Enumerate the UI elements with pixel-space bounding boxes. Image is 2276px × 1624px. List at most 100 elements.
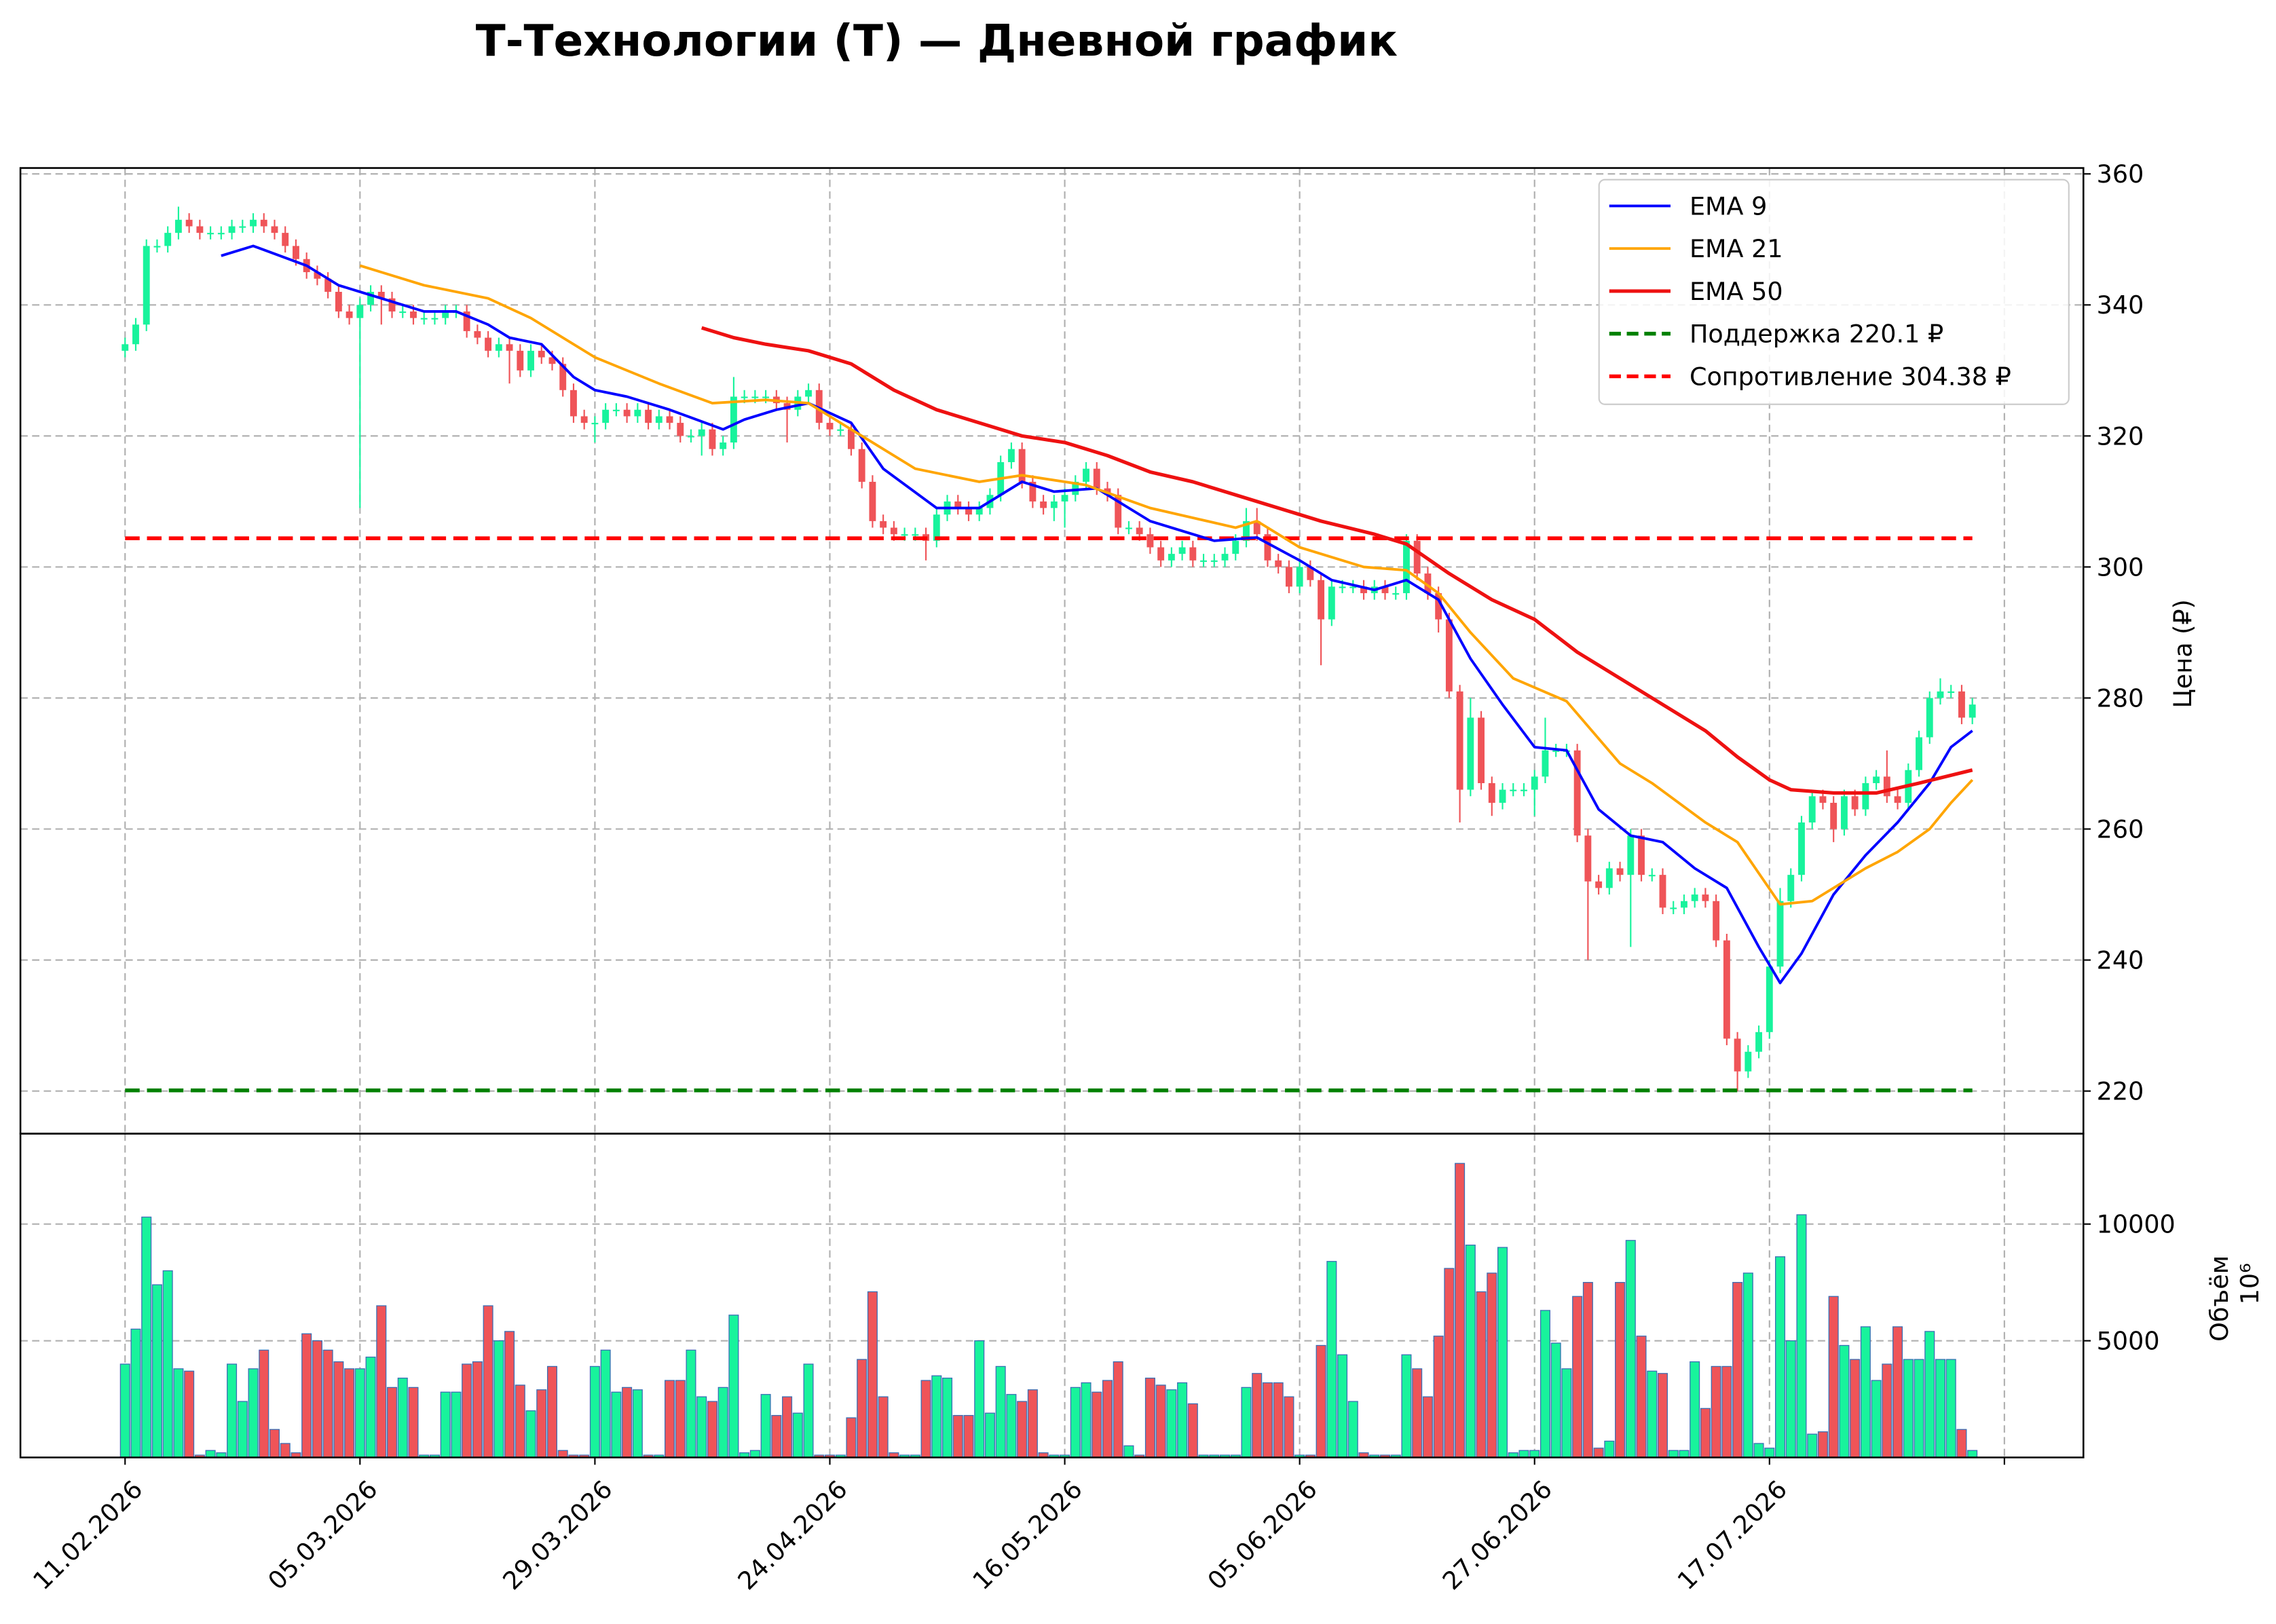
candle-body — [548, 357, 556, 364]
volume-bar — [1850, 1359, 1861, 1458]
candle-body — [880, 521, 887, 528]
candle-body — [1243, 521, 1250, 541]
volume-bar — [1732, 1282, 1743, 1458]
candle-body — [1318, 580, 1325, 620]
y-tick-label: 360 — [2097, 159, 2144, 189]
candle-body — [709, 429, 716, 449]
candle-body — [837, 429, 844, 431]
x-tick-label: 05.06.2026 — [1202, 1475, 1323, 1595]
candle-body — [314, 272, 321, 279]
candle-body — [1573, 750, 1581, 836]
candle-body — [1488, 782, 1495, 803]
volume-bar — [1828, 1296, 1839, 1458]
x-tick-label: 24.04.2026 — [732, 1475, 853, 1595]
chart-title: Т-Технологии (T) — Дневной график — [476, 16, 1398, 67]
candle-body — [388, 298, 396, 311]
candle-body — [196, 226, 204, 233]
candle-body — [933, 514, 940, 541]
volume-bar — [1518, 1450, 1529, 1458]
volume-bar — [1316, 1344, 1326, 1458]
volume-bar — [1155, 1384, 1166, 1458]
candle-body — [1200, 560, 1208, 562]
legend-label: EMA 9 — [1690, 191, 1767, 221]
volume-bar — [1401, 1354, 1412, 1458]
candle-body — [1862, 782, 1869, 810]
candle-body — [1456, 691, 1463, 790]
volume-bar — [1144, 1378, 1155, 1458]
candle-body — [506, 344, 513, 351]
candle-body — [655, 416, 663, 423]
candle-body — [645, 409, 652, 423]
candle-body — [431, 318, 439, 320]
candle-body — [912, 534, 919, 536]
volume-bar — [525, 1410, 536, 1458]
volume-bar — [1700, 1408, 1711, 1458]
volume-bar — [1187, 1403, 1198, 1458]
volume-bar — [1081, 1382, 1092, 1458]
candle-body — [335, 292, 342, 311]
volume-bar — [1903, 1359, 1914, 1458]
candle-body — [399, 311, 407, 314]
volume-bar — [1326, 1261, 1337, 1458]
y-tick-label: 320 — [2097, 421, 2144, 451]
candle-body — [1787, 875, 1795, 901]
candle-body — [1926, 698, 1933, 738]
volume-bar — [857, 1359, 868, 1458]
candle-body — [1552, 750, 1560, 752]
candle-body — [1723, 940, 1730, 1039]
legend-label: Поддержка 220.1 ₽ — [1690, 320, 1943, 349]
candle-body — [741, 396, 748, 398]
volume-bar — [483, 1305, 493, 1458]
volume-bar — [1657, 1373, 1668, 1458]
candle-body — [805, 390, 812, 397]
candle-body — [1307, 567, 1314, 580]
volume-bar — [1092, 1391, 1102, 1458]
candle-body — [420, 318, 428, 320]
candle-body — [1798, 822, 1805, 875]
candle-body — [1830, 802, 1837, 829]
candle-body — [367, 292, 375, 305]
candle-body — [826, 423, 834, 430]
candle-body — [965, 508, 972, 515]
candle-body — [1840, 796, 1848, 829]
candle-body — [228, 226, 236, 233]
volume-bar — [1817, 1431, 1828, 1458]
volume-bar — [130, 1328, 141, 1458]
candle-body — [463, 311, 470, 331]
candle-body — [1499, 789, 1506, 803]
volume-bar — [1070, 1386, 1081, 1458]
ema-line — [221, 244, 1973, 985]
candle-body — [1413, 540, 1421, 574]
volume-bar — [173, 1368, 184, 1458]
candle-body — [1659, 875, 1666, 908]
volume-bar — [1529, 1450, 1540, 1458]
volume-bar — [1711, 1365, 1721, 1458]
volume-bar — [451, 1391, 462, 1458]
volume-bar — [846, 1417, 857, 1458]
y2-tick-label: 5000 — [2097, 1327, 2160, 1356]
volume-bar — [803, 1363, 814, 1458]
volume-bar — [665, 1380, 675, 1458]
volume-bar — [963, 1415, 974, 1458]
volume-bar — [611, 1391, 622, 1458]
y-axis-label: Цена (₽) — [2168, 599, 2197, 708]
candle-body — [1264, 534, 1271, 561]
volume-bar — [1945, 1359, 1956, 1458]
candle-body — [1937, 691, 1944, 698]
candle-body — [890, 527, 897, 535]
candle-body — [1958, 691, 1965, 718]
volume-bar — [707, 1401, 717, 1458]
candle-body — [869, 481, 876, 521]
volume-bar — [557, 1450, 568, 1458]
volume-bar — [1956, 1429, 1967, 1458]
candle-body — [848, 429, 855, 449]
candle-body — [1040, 501, 1047, 508]
candle-body — [1627, 835, 1635, 875]
volume-bar — [184, 1370, 195, 1458]
volume-bar — [151, 1284, 162, 1458]
candle-body — [346, 311, 353, 318]
candle-body — [356, 305, 364, 318]
volume-bar — [1967, 1450, 1978, 1458]
candle-body — [1072, 481, 1079, 495]
